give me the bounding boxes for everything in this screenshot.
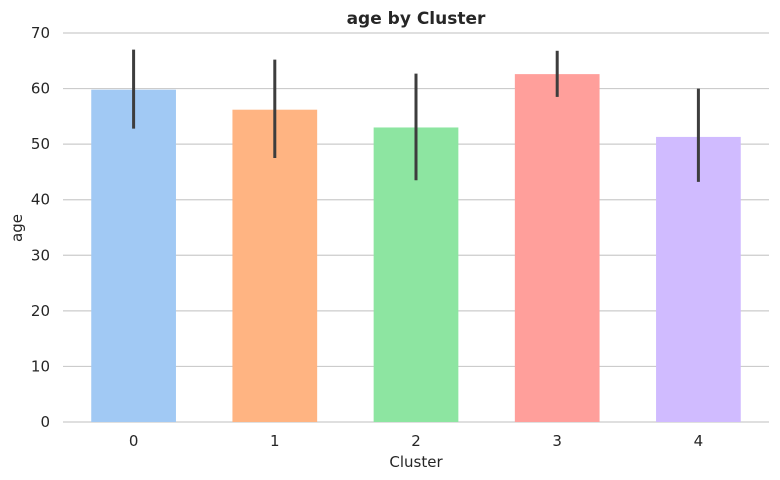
y-tick-label-30: 30	[31, 246, 50, 264]
chart-title: age by Cluster	[347, 9, 486, 29]
y-tick-label-70: 70	[31, 24, 50, 42]
x-tick-label-1: 1	[270, 432, 280, 450]
y-tick-label-40: 40	[31, 191, 50, 209]
y-tick-label-50: 50	[31, 135, 50, 153]
y-tick-label-60: 60	[31, 80, 50, 98]
bar-cluster-3	[514, 74, 600, 422]
error-bars	[132, 49, 700, 182]
y-axis-label: age	[8, 214, 26, 242]
x-tick-label-3: 3	[552, 432, 562, 450]
y-tick-label-0: 0	[40, 413, 50, 431]
y-tick-labels: 0 10 20 30 40 50 60 70	[31, 24, 50, 431]
x-axis-label: Cluster	[389, 453, 443, 471]
x-tick-label-4: 4	[694, 432, 704, 450]
bars	[91, 74, 741, 422]
y-tick-label-20: 20	[31, 302, 50, 320]
bar-cluster-1	[232, 109, 318, 422]
x-tick-label-2: 2	[411, 432, 421, 450]
bar-cluster-0	[91, 89, 176, 422]
y-tick-label-10: 10	[31, 357, 50, 375]
bar-cluster-4	[656, 136, 741, 422]
x-tick-label-0: 0	[129, 432, 139, 450]
x-tick-labels: 0 1 2 3 4	[129, 432, 703, 450]
